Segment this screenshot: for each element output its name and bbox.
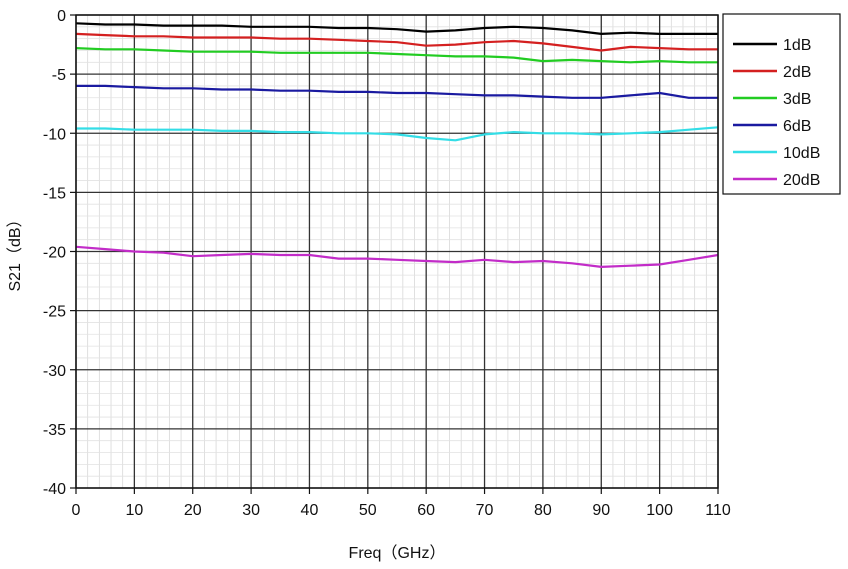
x-tick-label: 50 [359, 502, 377, 519]
y-tick-label: -5 [52, 67, 66, 84]
legend-label-6dB: 6dB [783, 118, 811, 135]
y-tick-label: -15 [43, 185, 66, 202]
series-layer [75, 22, 719, 268]
y-tick-label: -40 [43, 481, 66, 498]
series-line-2dB [75, 32, 718, 52]
x-tick-label: 10 [125, 502, 143, 519]
x-axis-title: Freq（GHz） [349, 544, 446, 562]
y-tick-label: 0 [57, 8, 66, 25]
x-tick-label: 110 [705, 502, 731, 519]
x-tick-label: 30 [242, 502, 260, 519]
y-tick-label: -30 [43, 363, 66, 380]
legend-label-10dB: 10dB [783, 145, 820, 162]
x-tick-label: 90 [592, 502, 610, 519]
x-axis-ticks: 0 10 20 30 40 50 60 70 80 90 100 110 [72, 488, 731, 519]
x-tick-label: 0 [72, 502, 81, 519]
y-tick-label: -20 [43, 245, 66, 262]
legend: 1dB 2dB 3dB 6dB 10dB 20dB [722, 13, 841, 195]
series-line-1dB [75, 22, 718, 36]
x-tick-label: 70 [476, 502, 494, 519]
x-tick-label: 80 [534, 502, 552, 519]
y-tick-label: -35 [43, 422, 66, 439]
legend-label-3dB: 3dB [783, 91, 811, 108]
legend-label-2dB: 2dB [783, 64, 811, 81]
x-tick-label: 20 [184, 502, 202, 519]
x-tick-label: 60 [417, 502, 435, 519]
y-tick-label: -25 [43, 304, 66, 321]
y-axis-ticks: 0 -5 -10 -15 -20 -25 -30 -35 -40 [43, 8, 76, 498]
x-tick-label: 100 [646, 502, 673, 519]
series-line-3dB [75, 47, 718, 64]
legend-label-1dB: 1dB [783, 37, 811, 54]
legend-box [722, 13, 841, 195]
x-tick-label: 40 [301, 502, 319, 519]
series-line-20dB [75, 245, 719, 268]
legend-label-20dB: 20dB [783, 172, 820, 189]
series-line-10dB [76, 126, 719, 142]
y-tick-label: -10 [43, 126, 66, 143]
y-axis-title: S21（dB） [6, 211, 24, 291]
series-line-6dB [76, 84, 718, 99]
